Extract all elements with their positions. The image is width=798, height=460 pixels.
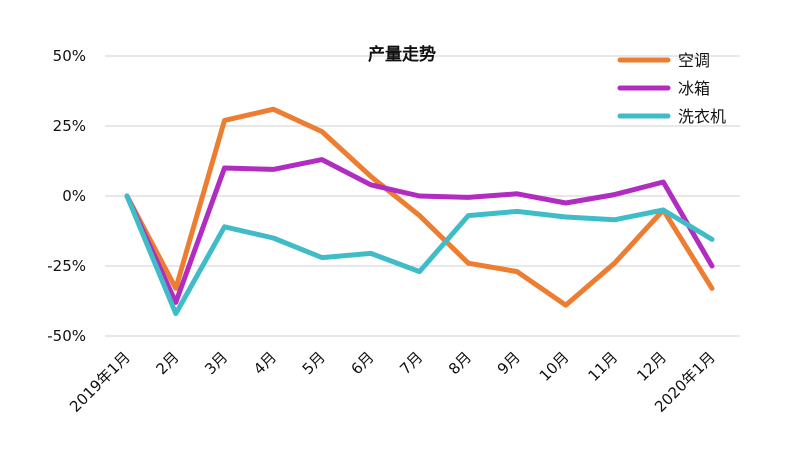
y-tick-label: -25% (47, 257, 86, 275)
y-tick-label: 25% (53, 117, 86, 135)
x-tick-label: 9月 (494, 348, 524, 378)
y-tick-label: 0% (62, 187, 86, 205)
x-tick-label: 12月 (633, 348, 670, 385)
legend-label: 冰箱 (678, 79, 710, 98)
series-line-2 (124, 157, 715, 305)
series-lines (124, 106, 715, 317)
x-tick-label: 8月 (445, 348, 475, 378)
y-axis-ticks: 50% 25% 0% -25% -50% (47, 47, 86, 345)
x-tick-label: 2019年1月 (66, 348, 134, 416)
legend-label: 洗衣机 (678, 107, 726, 126)
series-line-3 (124, 193, 715, 317)
y-tick-label: 50% (53, 47, 86, 65)
legend-label: 空调 (678, 51, 710, 70)
x-tick-label: 7月 (396, 348, 426, 378)
x-tick-label: 5月 (299, 348, 329, 378)
x-tick-label: 2月 (152, 348, 182, 378)
x-tick-label: 6月 (347, 348, 377, 378)
chart-title: 产量走势 (368, 44, 436, 65)
x-tick-label: 11月 (584, 348, 621, 385)
y-tick-label: -50% (47, 327, 86, 345)
x-tick-label: 4月 (250, 348, 280, 378)
x-tick-label: 3月 (201, 348, 231, 378)
series-line-1 (124, 106, 715, 308)
x-tick-label: 10月 (536, 348, 573, 385)
